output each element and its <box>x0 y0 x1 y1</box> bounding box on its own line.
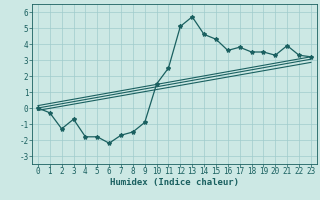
X-axis label: Humidex (Indice chaleur): Humidex (Indice chaleur) <box>110 178 239 187</box>
